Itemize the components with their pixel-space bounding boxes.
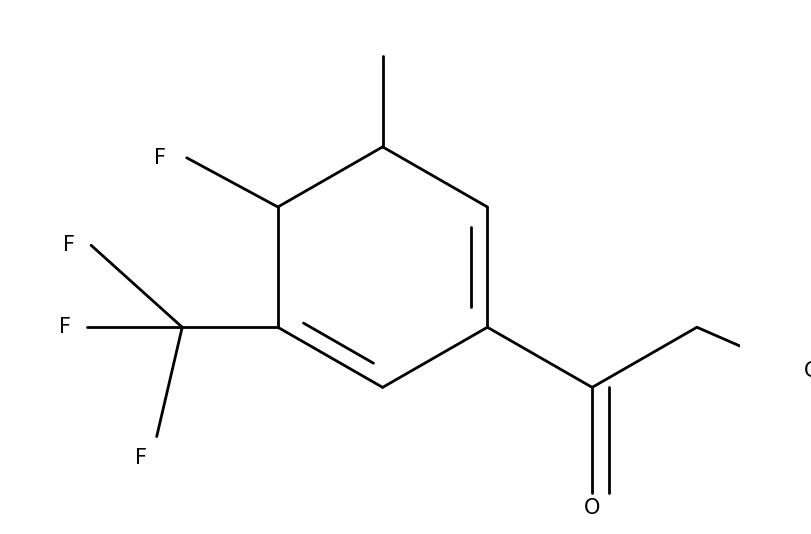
Text: F: F bbox=[59, 317, 71, 337]
Text: F: F bbox=[62, 235, 75, 255]
Text: F: F bbox=[135, 447, 147, 467]
Text: O: O bbox=[583, 498, 599, 517]
Text: Cl: Cl bbox=[803, 361, 811, 381]
Text: F: F bbox=[153, 148, 165, 168]
